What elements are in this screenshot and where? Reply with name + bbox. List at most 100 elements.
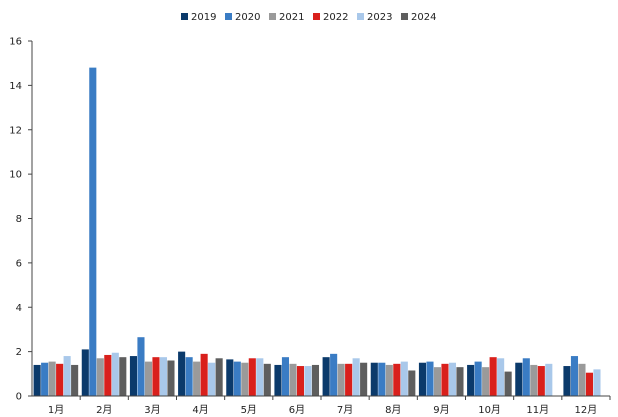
- y-tick-label: 6: [16, 258, 22, 269]
- bar-2023-6: [304, 366, 312, 396]
- bar-2019-10: [467, 364, 475, 396]
- bar-2020-9: [426, 361, 434, 396]
- bar-2024-3: [167, 360, 175, 396]
- x-tick-label: 10月: [478, 404, 501, 416]
- bar-2020-11: [522, 358, 530, 396]
- legend-label: 2024: [411, 12, 436, 23]
- legend-swatch: [357, 13, 364, 20]
- bar-2021-3: [144, 361, 153, 396]
- bar-2023-1: [63, 356, 71, 396]
- bar-2023-7: [352, 358, 360, 396]
- bar-2022-4: [200, 353, 208, 396]
- bar-2024-2: [119, 357, 127, 396]
- bar-2021-9: [433, 367, 442, 396]
- bar-2024-4: [215, 358, 223, 396]
- bar-2019-4: [178, 351, 186, 396]
- legend: 2019 2020 2021 2022 2023 2024: [181, 12, 436, 23]
- legend-swatch: [269, 13, 276, 20]
- bar-2019-3: [129, 356, 138, 396]
- bar-2021-5: [241, 362, 249, 396]
- bar-2020-10: [474, 361, 482, 396]
- bar-2022-9: [441, 363, 449, 396]
- bar-2019-11: [515, 362, 523, 396]
- x-tick-label: 11月: [526, 404, 549, 416]
- bar-2020-5: [233, 361, 241, 396]
- legend-swatch: [401, 13, 408, 20]
- x-tick-label: 5月: [241, 404, 257, 416]
- bar-2019-7: [322, 357, 330, 396]
- bar-2021-12: [578, 363, 586, 396]
- legend-swatch: [181, 13, 188, 20]
- bar-2024-1: [71, 364, 79, 396]
- x-tick-label: 1月: [48, 404, 64, 416]
- y-tick-label: 0: [16, 392, 22, 403]
- bar-2024-10: [504, 371, 512, 396]
- legend-item-2024: 2024: [401, 12, 436, 23]
- bar-2021-1: [48, 361, 56, 396]
- bar-2021-2: [96, 358, 104, 396]
- bar-2020-12: [570, 356, 579, 396]
- bar-2021-8: [385, 364, 393, 396]
- legend-label: 2023: [367, 12, 392, 23]
- bar-2023-3: [159, 357, 168, 396]
- bar-2022-7: [345, 363, 353, 396]
- bar-2019-2: [81, 349, 89, 396]
- x-tick-label: 4月: [192, 404, 208, 416]
- legend-label: 2020: [235, 12, 260, 23]
- bar-2020-2: [89, 67, 97, 396]
- bar-2019-8: [370, 362, 378, 396]
- bar-2020-8: [378, 362, 386, 396]
- bar-2022-5: [248, 358, 256, 396]
- legend-label: 2019: [191, 12, 216, 23]
- bar-2024-5: [263, 363, 271, 396]
- bar-2022-12: [585, 372, 594, 396]
- bar-2020-1: [41, 362, 49, 396]
- legend-item-2023: 2023: [357, 12, 392, 23]
- bar-2021-11: [530, 364, 538, 396]
- bar-2023-2: [111, 352, 119, 396]
- bar-2020-7: [330, 353, 338, 396]
- bar-2024-9: [456, 367, 464, 396]
- bar-2021-4: [193, 361, 201, 396]
- bar-2019-9: [418, 362, 427, 396]
- bar-2019-6: [274, 364, 282, 396]
- y-tick-label: 12: [9, 125, 22, 136]
- y-tick-label: 14: [9, 81, 22, 92]
- bar-2022-6: [296, 366, 305, 396]
- bar-2022-11: [537, 366, 545, 396]
- x-tick-label: 2月: [96, 404, 112, 416]
- legend-item-2022: 2022: [313, 12, 348, 23]
- y-tick-label: 8: [16, 214, 22, 225]
- bar-2021-10: [482, 367, 490, 396]
- y-tick-label: 2: [16, 347, 22, 358]
- legend-label: 2021: [279, 12, 304, 23]
- bar-2021-6: [289, 363, 297, 396]
- bars: [33, 67, 601, 396]
- legend-item-2019: 2019: [181, 12, 216, 23]
- x-tick-label: 6月: [289, 404, 305, 416]
- bar-2024-8: [408, 370, 416, 396]
- x-tick-label: 9月: [433, 404, 449, 416]
- bar-2023-12: [593, 369, 601, 396]
- bar-2022-1: [56, 363, 64, 396]
- x-tick-label: 8月: [385, 404, 401, 416]
- bar-2020-4: [185, 357, 193, 396]
- x-tick-label: 7月: [337, 404, 353, 416]
- bar-2020-6: [281, 357, 290, 396]
- bar-2021-7: [337, 363, 345, 396]
- legend-swatch: [225, 13, 232, 20]
- bar-2019-5: [226, 359, 234, 396]
- axes: 0 2 4 6 8 10 12 14 16 1月 2月 3月 4月 5月 6月 7月 8月 9月 10月 11月 12月: [9, 37, 611, 416]
- bar-2022-3: [152, 357, 160, 396]
- bar-2022-8: [393, 363, 401, 396]
- bar-2019-1: [33, 364, 41, 396]
- bar-2020-3: [137, 337, 145, 396]
- legend-swatch: [313, 13, 320, 20]
- bar-2022-10: [489, 357, 497, 396]
- y-tick-label: 4: [16, 303, 22, 314]
- bar-2024-7: [360, 362, 368, 396]
- legend-item-2020: 2020: [225, 12, 260, 23]
- bar-2023-5: [256, 358, 264, 396]
